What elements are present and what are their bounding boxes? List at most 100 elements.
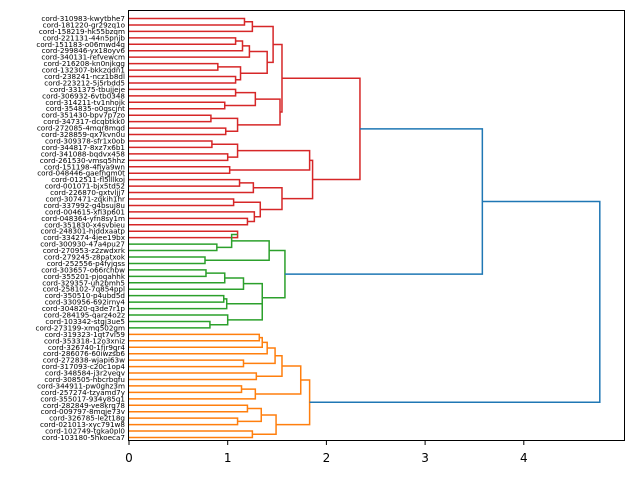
leaf-label: cord-300930-47a4pu27 bbox=[40, 240, 125, 249]
leaf-label: cord-319323-1qt7vl59 bbox=[45, 330, 126, 339]
leaf-label: cord-329357-uh2bmh5 bbox=[42, 278, 125, 287]
dendrogram-link bbox=[129, 114, 212, 123]
axes-frame bbox=[128, 10, 625, 441]
leaf-label: cord-221131-44n5pnjb bbox=[43, 33, 126, 42]
dendrogram-link bbox=[129, 388, 257, 400]
leaf-label: cord-307471-zqkih1hr bbox=[46, 194, 126, 203]
dendrogram-link bbox=[129, 298, 228, 310]
dendrogram-link bbox=[276, 379, 311, 426]
leaf-label: cord-223212-5j5rbdd5 bbox=[44, 78, 125, 87]
leaf-label: cord-021013-xyc791w8 bbox=[40, 420, 125, 429]
dendrogram-links bbox=[129, 17, 601, 439]
dendrogram-link bbox=[281, 159, 314, 200]
leaf-label: cord-317093-c20c1op4 bbox=[41, 362, 125, 371]
leaf-label: cord-350510-p4ubd5d bbox=[45, 291, 125, 300]
x-axis-ticks: 0 1 2 3 4 bbox=[125, 441, 528, 465]
leaf-label: cord-001071-bjx5td52 bbox=[45, 182, 125, 191]
dendrogram-link bbox=[129, 45, 251, 58]
dendrogram-link bbox=[129, 166, 231, 174]
leaf-label: cord-286076-60iwzsb6 bbox=[43, 349, 125, 358]
x-tick-label: 4 bbox=[520, 451, 528, 465]
dendrogram-link bbox=[129, 359, 245, 368]
leaf-label: cord-303657-o66rchbw bbox=[41, 265, 125, 274]
leaf-label: cord-308505-hbcrbqfu bbox=[44, 375, 125, 384]
dendrogram-link bbox=[309, 200, 601, 404]
dendrogram-link bbox=[129, 269, 207, 278]
leaf-label: cord-334274-4jee19bx bbox=[43, 233, 125, 242]
dendrogram-link bbox=[233, 201, 262, 218]
leaf-label: cord-354835-o0qscjnt bbox=[46, 104, 125, 113]
dendrogram-link bbox=[129, 404, 249, 413]
leaf-label: cord-341088-bqdvx458 bbox=[41, 149, 126, 158]
dendrogram-link bbox=[129, 20, 254, 33]
leaf-label: cord-103342-stgj3ue5 bbox=[45, 317, 125, 326]
dendrogram-link bbox=[129, 182, 255, 194]
dendrogram-link bbox=[129, 294, 225, 303]
dendrogram-link bbox=[237, 98, 281, 126]
leaf-label: cord-340131-refvewcm bbox=[41, 53, 125, 62]
leaf-label: cord-132307-bkkzqdn1 bbox=[42, 66, 125, 75]
dendrogram-link bbox=[129, 320, 211, 329]
leaf-label: cord-351430-bpv7p7zo bbox=[41, 111, 125, 120]
leaf-label: cord-009797-8mqje73v bbox=[41, 407, 126, 416]
dendrogram-link bbox=[210, 117, 239, 133]
leaf-label: cord-306932-6vtb0348 bbox=[42, 91, 125, 100]
dendrogram-link bbox=[252, 414, 277, 436]
dendrogram-link bbox=[129, 101, 226, 110]
leaf-label: cord-344911-pw0ghz3m bbox=[37, 381, 125, 390]
dendrogram-link bbox=[129, 37, 237, 46]
dendrogram-link bbox=[129, 230, 239, 239]
leaf-label: cord-347317-dcqbtkk0 bbox=[43, 117, 125, 126]
leaf-label: cord-328859-qx7kvn0u bbox=[41, 130, 125, 139]
dendrogram-link bbox=[129, 430, 254, 439]
leaf-label: cord-151198-4fiya9wn bbox=[44, 162, 125, 171]
leaf-label: cord-309378-sfr1x0ob bbox=[45, 136, 125, 145]
leaf-label: cord-226870-gxtvljj7 bbox=[50, 188, 125, 197]
dendrogram-link bbox=[129, 178, 241, 187]
leaf-label: cord-048446-gaefngm0t bbox=[37, 169, 125, 178]
dendrogram-link bbox=[129, 127, 227, 136]
dendrogram-link bbox=[224, 91, 257, 107]
leaf-label: cord-304820-q3de7r1p bbox=[42, 304, 126, 313]
leaf-label: cord-284195-qarz4o2z bbox=[44, 311, 126, 320]
leaf-label: cord-279245-z8patxok bbox=[44, 253, 126, 262]
leaf-label: cord-048364-yfn8sy1m bbox=[41, 214, 125, 223]
leaf-label: cord-355201-pjoqahhk bbox=[43, 272, 125, 281]
dendrogram-link bbox=[217, 66, 242, 81]
leaf-label: cord-344817-8xz7x6b1 bbox=[42, 143, 126, 152]
dendrogram-link bbox=[129, 153, 229, 162]
dendrogram-link bbox=[255, 365, 302, 395]
leaf-label: cord-270953-z2zwdxrk bbox=[43, 246, 126, 255]
leaf-label: cord-314211-tv1nhojk bbox=[45, 98, 126, 107]
dendrogram-link bbox=[129, 333, 261, 342]
dendrogram-link bbox=[129, 277, 245, 290]
x-tick-label: 0 bbox=[125, 451, 133, 465]
dendrogram-link bbox=[129, 211, 256, 223]
leaf-label: cord-252556-p4fyjqss bbox=[47, 259, 125, 268]
dendrogram-link bbox=[229, 149, 311, 171]
leaf-label: cord-102749-tgka0pl0 bbox=[45, 427, 125, 436]
leaf-label: cord-355017-934y85q1 bbox=[40, 394, 125, 403]
leaf-label: cord-261530-vmsq5hhz bbox=[40, 156, 125, 165]
leaf-label: cord-310983-kwytbhe7 bbox=[41, 14, 125, 23]
leaf-label: cord-353318-12o3xniz bbox=[44, 336, 125, 345]
leaf-label: cord-282849-ve8krg78 bbox=[43, 401, 126, 410]
dendrogram-link bbox=[252, 25, 274, 64]
leaf-label: cord-181220-gr29zq1o bbox=[43, 20, 125, 29]
leaf-label: cord-273199-xmq502gm bbox=[36, 323, 125, 332]
leaf-label: cord-004615-xfi3p601 bbox=[45, 207, 125, 216]
leaf-label: cord-337992-g4bsuj8u bbox=[44, 201, 126, 210]
dendrogram-link bbox=[129, 75, 237, 84]
dendrogram-link bbox=[129, 417, 239, 426]
dendrogram-link bbox=[129, 140, 213, 149]
dendrogram-link bbox=[129, 341, 268, 355]
dendrogram-link bbox=[129, 88, 237, 97]
dendrogram-link bbox=[243, 347, 276, 365]
x-tick-label: 2 bbox=[323, 451, 331, 465]
dendrogram-link bbox=[129, 198, 235, 207]
leaf-label: cord-257274-tzyamd7y bbox=[41, 388, 126, 397]
dendrogram-link bbox=[129, 243, 218, 252]
dendrogram-link bbox=[129, 372, 258, 381]
dendrogram-link bbox=[129, 256, 206, 265]
